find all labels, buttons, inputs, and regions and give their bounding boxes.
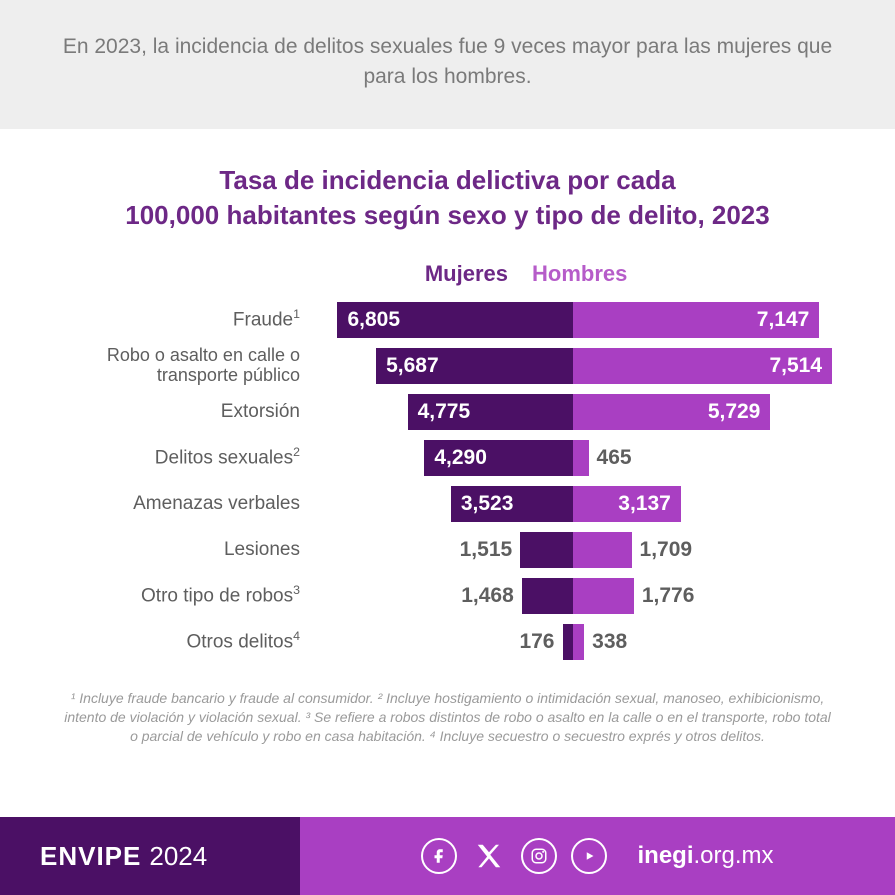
chart-headers: Mujeres Hombres — [60, 261, 835, 287]
bar-zone: 3,523 3,137 — [310, 486, 835, 522]
bar-hombres: 338 — [573, 624, 585, 660]
value-hombres: 5,729 — [708, 400, 761, 424]
chart-rows: Fraude1 6,805 7,147 Robo o asalto en calle … — [60, 297, 835, 665]
chart-row: Delitos sexuales2 4,290 465 — [60, 435, 835, 481]
value-hombres: 3,137 — [618, 492, 671, 516]
bar-mujeres: 5,687 — [376, 348, 572, 384]
bar-hombres: 1,776 — [573, 578, 634, 614]
row-label: Otros delitos4 — [60, 630, 310, 653]
bar-mujeres: 1,515 — [520, 532, 572, 568]
intro-text: En 2023, la incidencia de delitos sexual… — [60, 32, 835, 93]
bar-mujeres: 6,805 — [337, 302, 572, 338]
bar-hombres: 465 — [573, 440, 589, 476]
chart: Mujeres Hombres Fraude1 6,805 7,147 Robo o … — [60, 261, 835, 665]
footer-brand: ENVIPE — [40, 841, 141, 872]
bar-mujeres: 4,775 — [408, 394, 573, 430]
value-mujeres: 176 — [519, 630, 562, 654]
bar-zone: 176338 — [310, 624, 835, 660]
bar-hombres: 7,147 — [573, 302, 820, 338]
chart-row: Otro tipo de robos31,4681,776 — [60, 573, 835, 619]
row-label: Extorsión — [60, 402, 310, 423]
chart-row: Otros delitos4176338 — [60, 619, 835, 665]
youtube-icon[interactable] — [571, 838, 607, 874]
row-label: Lesiones — [60, 540, 310, 561]
site-rest: .org.mx — [694, 842, 774, 869]
chart-row: Fraude1 6,805 7,147 — [60, 297, 835, 343]
title-line-1: Tasa de incidencia delictiva por cada — [219, 165, 675, 195]
bar-mujeres: 4,290 — [424, 440, 572, 476]
bar-hombres: 3,137 — [573, 486, 681, 522]
bar-mujeres: 3,523 — [451, 486, 573, 522]
value-mujeres: 4,290 — [434, 446, 487, 470]
bar-hombres: 1,709 — [573, 532, 632, 568]
intro-band: En 2023, la incidencia de delitos sexual… — [0, 0, 895, 129]
value-mujeres: 6,805 — [347, 308, 400, 332]
header-hombres: Hombres — [520, 261, 730, 287]
chart-row: Extorsión 4,775 5,729 — [60, 389, 835, 435]
row-label: Fraude1 — [60, 308, 310, 331]
chart-row: Amenazas verbales 3,523 3,137 — [60, 481, 835, 527]
bar-mujeres: 1,468 — [522, 578, 573, 614]
footer-bar: ENVIPE 2024 inegi.org.mx — [0, 817, 895, 895]
value-hombres: 7,514 — [769, 354, 822, 378]
row-label: Amenazas verbales — [60, 494, 310, 515]
bar-zone: 5,687 7,514 — [310, 348, 835, 384]
footer-site[interactable]: inegi.org.mx — [637, 842, 773, 870]
bar-zone: 1,4681,776 — [310, 578, 835, 614]
row-label: Robo o asalto en calle o transporte públ… — [60, 346, 310, 386]
header-spacer — [60, 261, 310, 287]
header-mujeres: Mujeres — [310, 261, 520, 287]
bar-zone: 6,805 7,147 — [310, 302, 835, 338]
value-mujeres: 1,468 — [461, 584, 522, 608]
bar-mujeres: 176 — [563, 624, 573, 660]
value-mujeres: 1,515 — [460, 538, 521, 562]
value-hombres: 338 — [584, 630, 627, 654]
bar-zone: 4,775 5,729 — [310, 394, 835, 430]
footer-brand-block: ENVIPE 2024 — [0, 817, 300, 895]
chart-row: Robo o asalto en calle o transporte públ… — [60, 343, 835, 389]
row-label: Delitos sexuales2 — [60, 446, 310, 469]
bar-hombres: 5,729 — [573, 394, 771, 430]
value-mujeres: 4,775 — [418, 400, 471, 424]
footer-right: inegi.org.mx — [300, 817, 895, 895]
footer-year: 2024 — [149, 841, 207, 872]
site-bold: inegi — [637, 842, 693, 869]
value-hombres: 7,147 — [757, 308, 810, 332]
value-mujeres: 3,523 — [461, 492, 514, 516]
x-icon[interactable] — [471, 838, 507, 874]
title-line-2: 100,000 habitantes según sexo y tipo de … — [125, 200, 769, 230]
instagram-icon[interactable] — [521, 838, 557, 874]
value-mujeres: 5,687 — [386, 354, 439, 378]
bar-zone: 1,5151,709 — [310, 532, 835, 568]
value-hombres: 465 — [589, 446, 632, 470]
chart-row: Lesiones1,5151,709 — [60, 527, 835, 573]
row-label: Otro tipo de robos3 — [60, 584, 310, 607]
value-hombres: 1,776 — [634, 584, 695, 608]
bar-hombres: 7,514 — [573, 348, 833, 384]
main-content: Tasa de incidencia delictiva por cada 10… — [0, 129, 895, 756]
footnotes: ¹ Incluye fraude bancario y fraude al co… — [60, 689, 835, 746]
value-hombres: 1,709 — [632, 538, 693, 562]
chart-title: Tasa de incidencia delictiva por cada 10… — [60, 163, 835, 233]
facebook-icon[interactable] — [421, 838, 457, 874]
bar-zone: 4,290 465 — [310, 440, 835, 476]
